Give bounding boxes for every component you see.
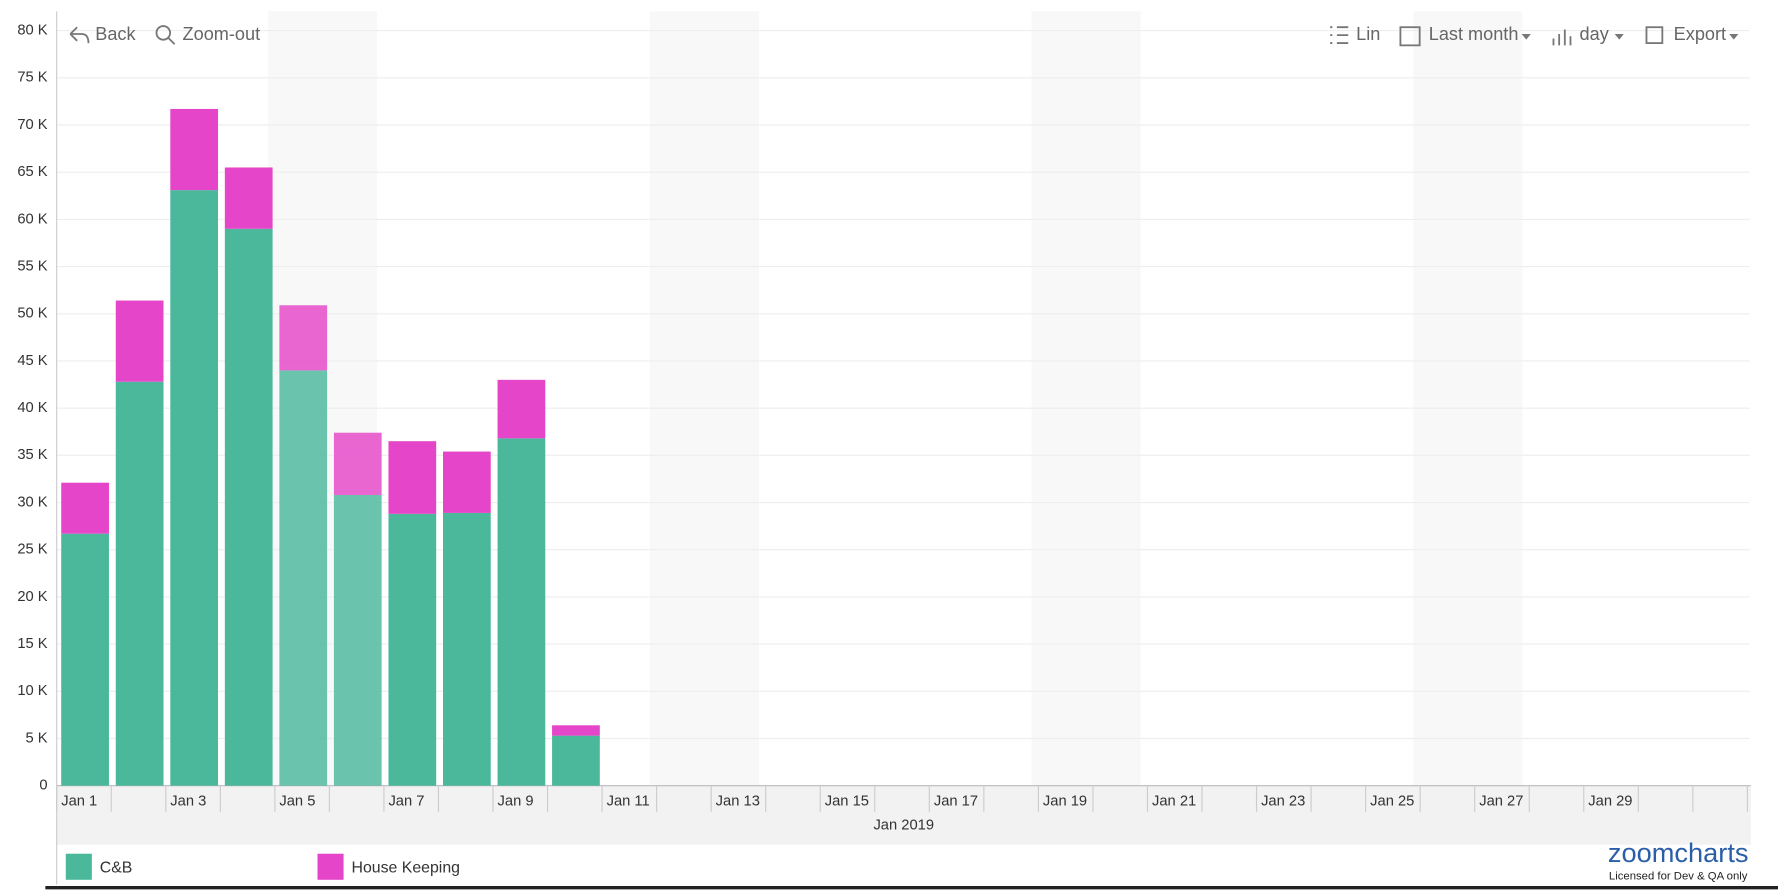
bar-segment <box>443 451 491 513</box>
x-tick-label: Jan 23 <box>1261 793 1305 809</box>
weekend-band <box>649 11 759 786</box>
zoom-icon-handle <box>167 36 176 45</box>
x-tick-label: Jan 5 <box>279 793 315 809</box>
scale-label: Lin <box>1356 24 1380 44</box>
dropdown-arrow <box>1521 34 1531 40</box>
dropdown-arrow <box>1729 34 1739 40</box>
period-button[interactable]: Last month <box>1399 24 1531 47</box>
legend-label: C&B <box>100 860 133 877</box>
y-tick-label: 15 K <box>17 636 47 652</box>
x-tick-label: Jan 29 <box>1588 793 1632 809</box>
dropdown-arrow <box>1614 34 1624 40</box>
unit-label: day <box>1580 24 1610 44</box>
y-tick-label: 80 K <box>17 23 47 39</box>
zoom-out-button[interactable]: Zoom-out <box>155 24 261 45</box>
legend: C&B House Keeping <box>65 853 460 880</box>
x-tick-label: Jan 21 <box>1152 793 1196 809</box>
x-tick-label: Jan 3 <box>170 793 206 809</box>
legend-swatch <box>65 853 92 880</box>
unit-button[interactable]: day <box>1552 24 1624 46</box>
y-tick-label: 75 K <box>17 70 47 86</box>
x-tick-label: Jan 1 <box>61 793 97 809</box>
y-tick-label: 50 K <box>17 306 47 322</box>
zoom-icon <box>155 25 171 41</box>
license-text: Licensed for Dev & QA only <box>1609 870 1748 882</box>
y-tick-label: 70 K <box>17 117 47 133</box>
bars-icon <box>1552 29 1572 46</box>
weekend-band <box>1031 11 1141 786</box>
period-label: Last month <box>1429 24 1519 44</box>
back-icon <box>69 26 90 44</box>
back-label: Back <box>95 24 136 44</box>
x-tick-label: Jan 15 <box>825 793 869 809</box>
bar-segment <box>497 438 546 786</box>
bar-segment <box>170 190 219 786</box>
back-button[interactable]: Back <box>69 24 136 44</box>
y-tick-label: 30 K <box>17 494 47 510</box>
x-tick-label: Jan 13 <box>716 793 760 809</box>
list-icon <box>1330 26 1349 44</box>
export-label: Export <box>1674 24 1726 44</box>
x-axis-title: Jan 2019 <box>873 817 934 833</box>
y-tick-label: 5 K <box>26 730 48 746</box>
bar-segment <box>115 381 164 786</box>
bar-segment <box>279 305 328 371</box>
bar-segment <box>224 228 273 786</box>
calendar-icon <box>1399 26 1421 47</box>
export-icon <box>1645 26 1664 44</box>
x-tick-label: Jan 11 <box>607 793 650 809</box>
y-tick-label: 0 <box>39 778 47 794</box>
logo: zoomcharts <box>1608 837 1749 868</box>
weekend-band <box>1413 11 1523 786</box>
x-tick-label: Jan 9 <box>498 793 534 809</box>
bar-segment <box>224 167 273 229</box>
bar-segment <box>279 370 328 786</box>
x-tick-label: Jan 19 <box>1043 793 1087 809</box>
bar-segment <box>497 379 546 439</box>
x-tick-label: Jan 17 <box>934 793 978 809</box>
y-tick-label: 25 K <box>17 542 47 558</box>
bar-segment <box>333 494 382 786</box>
x-tick-label: Jan 7 <box>388 793 424 809</box>
bar-segment <box>115 300 164 382</box>
bar-segment <box>388 441 437 514</box>
zoom-out-label: Zoom-out <box>183 24 261 44</box>
x-axis-band <box>56 785 1751 845</box>
y-tick-label: 55 K <box>17 258 47 274</box>
toolbar: Back Zoom-out Lin Last month day Export <box>69 24 1739 47</box>
bar-segment <box>333 432 382 495</box>
x-tick-label: Jan 25 <box>1370 793 1414 809</box>
export-button[interactable]: Export <box>1645 24 1739 44</box>
legend-label: House Keeping <box>352 860 460 877</box>
bar-segment <box>388 513 437 786</box>
y-tick-label: 65 K <box>17 164 47 180</box>
y-tick-label: 60 K <box>17 211 47 227</box>
x-tick-label: Jan 27 <box>1479 793 1523 809</box>
legend-swatch <box>317 853 344 880</box>
bar-segment <box>552 735 600 786</box>
y-tick-label: 20 K <box>17 589 47 605</box>
scale-button[interactable]: Lin <box>1330 24 1380 44</box>
y-tick-label: 40 K <box>17 400 47 416</box>
y-tick-label: 10 K <box>17 683 47 699</box>
bar-segment <box>443 512 491 786</box>
bar-segment <box>170 108 219 191</box>
y-tick-label: 45 K <box>17 353 47 369</box>
bar-segment <box>552 725 600 736</box>
bar-segment <box>61 482 109 534</box>
bar-segment <box>61 533 109 786</box>
y-tick-label: 35 K <box>17 447 47 463</box>
